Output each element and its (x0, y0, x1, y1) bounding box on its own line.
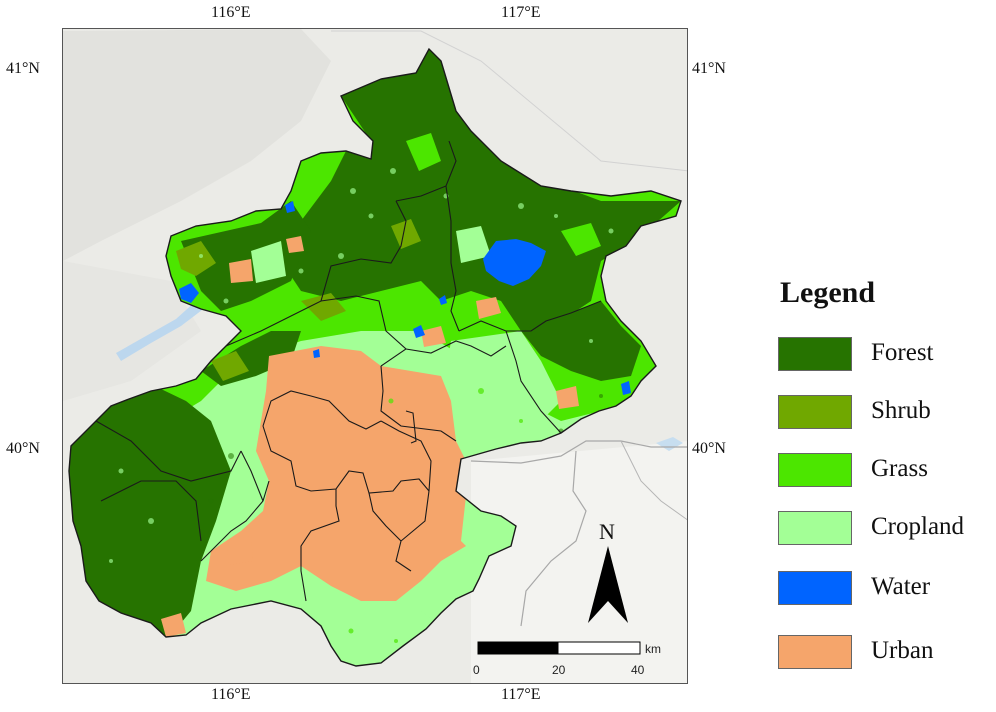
legend-swatch-urban (778, 635, 852, 669)
legend-item-grass: Grass (778, 453, 988, 489)
north-label: N (599, 519, 615, 544)
lat-label-left-top: 41°N (6, 60, 40, 77)
lat-label-left-bottom: 40°N (6, 440, 40, 457)
map-frame: km 0 20 40 N (62, 28, 688, 684)
legend-item-water: Water (778, 571, 988, 607)
lat-label-right-bottom: 40°N (692, 440, 726, 457)
legend-item-shrub: Shrub (778, 395, 988, 431)
legend-label-cropland: Cropland (871, 513, 965, 540)
north-arrow-icon: N (588, 519, 628, 623)
lon-label-bottom-right: 117°E (501, 686, 541, 703)
scale-unit: km (645, 642, 661, 656)
lon-label-bottom-left: 116°E (211, 686, 251, 703)
legend-swatch-forest (778, 337, 852, 371)
legend-label-forest: Forest (871, 339, 934, 366)
legend-swatch-water (778, 571, 852, 605)
scale-tick-0: 0 (473, 663, 480, 677)
legend-swatch-cropland (778, 511, 852, 545)
legend-item-cropland: Cropland (778, 511, 988, 547)
legend-title: Legend (780, 276, 876, 309)
lat-label-right-top: 41°N (692, 60, 726, 77)
land-cover-map: km 0 20 40 N (63, 29, 687, 683)
legend-label-water: Water (871, 573, 931, 600)
scale-tick-20: 20 (552, 663, 566, 677)
legend-swatch-grass (778, 453, 852, 487)
scale-tick-40: 40 (631, 663, 645, 677)
legend-item-forest: Forest (778, 337, 988, 373)
lon-label-top-left: 116°E (211, 4, 251, 21)
legend-label-grass: Grass (871, 455, 928, 482)
legend-label-urban: Urban (871, 637, 934, 664)
legend-label-shrub: Shrub (871, 397, 931, 424)
legend-item-urban: Urban (778, 635, 988, 671)
lon-label-top-right: 117°E (501, 4, 541, 21)
scale-bar: km 0 20 40 (473, 641, 661, 677)
legend-swatch-shrub (778, 395, 852, 429)
